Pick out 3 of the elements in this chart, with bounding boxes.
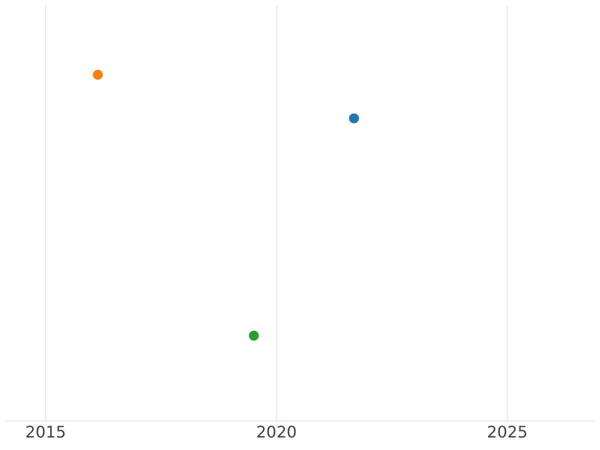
x-tick-label: 2025 xyxy=(486,422,528,442)
x-tick-label: 2015 xyxy=(25,422,66,442)
x-tick-label: 2020 xyxy=(256,422,297,442)
